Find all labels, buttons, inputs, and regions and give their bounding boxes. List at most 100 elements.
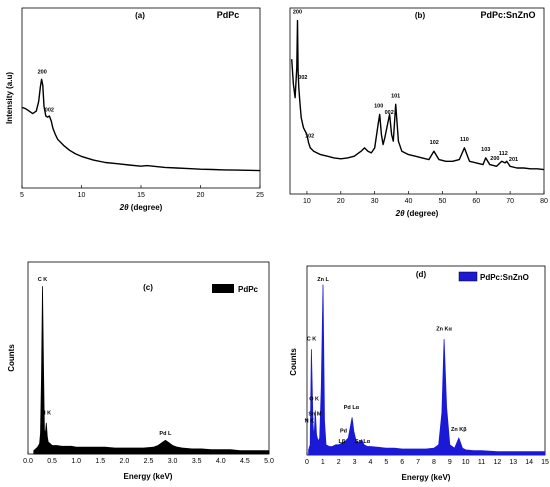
legend-label: PdPc:SnZnO — [480, 273, 529, 282]
sample-label: PdPc:SnZnO — [480, 10, 535, 20]
x-tick-label: 1.0 — [71, 458, 81, 465]
x-tick-label: 4.5 — [240, 458, 250, 465]
x-tick-label: 0 — [305, 459, 309, 466]
x-axis-label: Energy (keV) — [124, 472, 173, 481]
x-tick-label: 15 — [541, 459, 549, 466]
peak-label: 102 — [430, 140, 439, 146]
peak-label: C K — [38, 277, 48, 283]
x-tick-label: 50 — [439, 198, 447, 205]
x-axis-unit: (degree) — [129, 203, 163, 212]
x-tick-label: 30 — [371, 198, 379, 205]
x-tick-label: 3.5 — [192, 458, 202, 465]
x-tick-label: 13 — [509, 459, 517, 466]
panel-label: (c) — [143, 283, 153, 292]
peak-label: Pd — [340, 429, 347, 435]
panel-a-xrd-pdpc: (a) PdPc Intensity (a.u) 2θ (degree) 5 10… — [5, 7, 264, 212]
x-tick-label: 20 — [197, 192, 205, 199]
plot-frame — [306, 265, 546, 456]
spectrum-area — [33, 286, 270, 455]
x-tick-label: 2.5 — [144, 458, 154, 465]
x-tick-label: 1 — [321, 459, 325, 466]
x-tick-label: 0.0 — [23, 458, 33, 465]
x-axis-label: 2θ (degree) — [119, 203, 163, 212]
series-line — [291, 19, 545, 171]
x-tick-label: 7 — [416, 459, 420, 466]
panel-c-edx-pdpc: (c) PdPc Counts Energy (keV) 0.0 0.5 1.0 1.… — [7, 261, 274, 481]
x-axis-symbol: 2θ — [395, 209, 405, 218]
peak-label: Lβ — [339, 439, 346, 445]
peak-label: Sn M — [308, 412, 322, 418]
peak-label: 201 — [509, 157, 518, 163]
peak-label: 200 — [293, 10, 302, 16]
x-tick-label: 3 — [353, 459, 357, 466]
x-axis-symbol: 2θ — [119, 203, 129, 212]
panel-b-xrd-pdpc-snzno: (b) PdPc:SnZnO 2θ (degree) 10 20 30 40 50 60 7… — [289, 7, 548, 218]
peak-label: N K — [42, 410, 52, 416]
peak-label: 002 — [385, 110, 394, 116]
peak-label: Zn Kα — [436, 327, 452, 333]
peak-label: 110 — [460, 137, 469, 143]
x-axis-label: Energy (keV) — [402, 473, 451, 482]
spectrum-area — [308, 284, 546, 456]
x-tick-label: 12 — [494, 459, 502, 466]
x-tick-label: 1.5 — [95, 458, 105, 465]
x-tick-label: 0.5 — [47, 458, 57, 465]
x-tick-label: 10 — [303, 198, 311, 205]
x-tick-label: 40 — [405, 198, 413, 205]
peak-label: Zn L — [317, 277, 329, 283]
peak-label: 100 — [374, 103, 383, 109]
y-axis-label: Counts — [7, 344, 16, 372]
panel-label: (d) — [416, 270, 427, 279]
x-tick-label: 70 — [506, 198, 514, 205]
series-line — [21, 78, 261, 172]
x-tick-label: 4.0 — [216, 458, 226, 465]
plot-frame — [21, 7, 261, 189]
x-tick-label: 20 — [337, 198, 345, 205]
peak-label: 101 — [391, 93, 400, 99]
x-tick-label: 2.0 — [120, 458, 130, 465]
x-tick-label: 11 — [478, 459, 485, 466]
y-axis-label: Intensity (a.u) — [5, 72, 14, 124]
peak-label: O K — [309, 396, 319, 402]
peak-label: 002 — [45, 108, 54, 114]
sample-label: PdPc — [217, 10, 240, 20]
peak-label: Pd Lα — [344, 405, 360, 411]
legend-swatch — [212, 284, 234, 293]
peak-label: 002 — [298, 75, 307, 81]
x-tick-label: 5 — [20, 192, 24, 199]
x-tick-label: 60 — [472, 198, 480, 205]
peak-label: 112 — [499, 151, 508, 157]
x-axis-unit: (degree) — [405, 209, 439, 218]
y-axis-label: Counts — [289, 348, 298, 376]
x-tick-label: 6 — [400, 459, 404, 466]
x-axis-label: 2θ (degree) — [395, 209, 439, 218]
peak-label: 102 — [305, 134, 314, 140]
legend-swatch — [458, 271, 478, 282]
x-tick-label: 2 — [337, 459, 341, 466]
x-tick-label: 5.0 — [264, 458, 274, 465]
plot-frame — [289, 7, 545, 195]
x-tick-label: 10 — [78, 192, 86, 199]
legend-label: PdPc — [238, 285, 259, 294]
x-tick-label: 4 — [369, 459, 373, 466]
x-tick-label: 80 — [540, 198, 548, 205]
x-tick-label: 25 — [256, 192, 264, 199]
peak-label: Sn Lα — [355, 439, 371, 445]
peak-label: N K — [305, 418, 315, 424]
panel-label: (a) — [135, 11, 145, 20]
x-tick-label: 3.0 — [168, 458, 178, 465]
x-tick-label: 15 — [137, 192, 145, 199]
peak-label: 200 — [38, 70, 47, 76]
x-tick-label: 8 — [432, 459, 436, 466]
peak-label: Zn Kβ — [451, 427, 467, 433]
peak-label: C K — [307, 337, 317, 343]
x-tick-label: 9 — [448, 459, 452, 466]
peak-label: 200 — [490, 156, 499, 162]
peak-label: 103 — [481, 147, 490, 153]
peak-label: Pd L — [159, 431, 172, 437]
panel-label: (b) — [415, 11, 426, 20]
x-tick-label: 10 — [462, 459, 470, 466]
x-tick-label: 5 — [384, 459, 388, 466]
